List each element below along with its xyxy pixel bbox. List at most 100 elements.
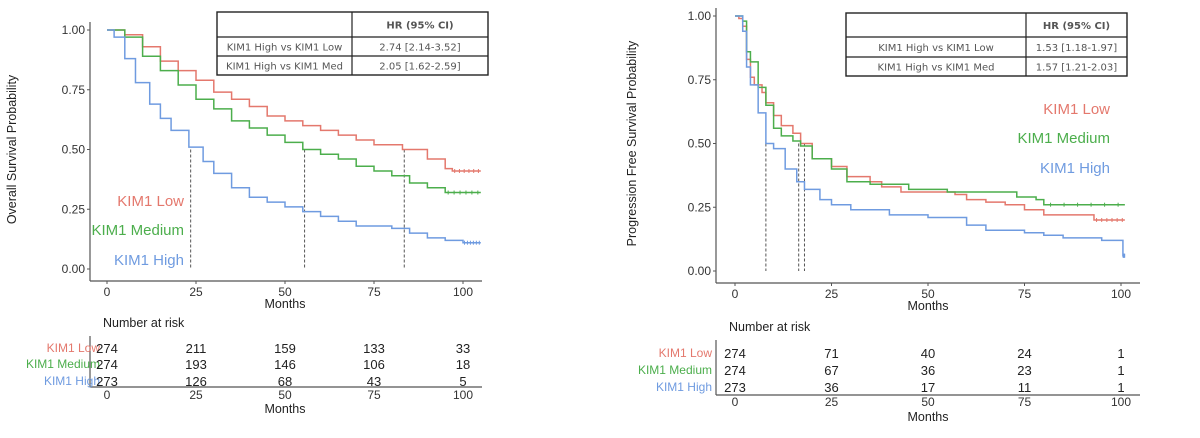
x-tick-label: 50: [278, 285, 292, 299]
risk-count: 1: [1117, 346, 1124, 361]
x-tick-label: 50: [921, 287, 935, 301]
risk-count: 18: [456, 357, 470, 372]
risk-x-tick-label: 75: [1018, 395, 1032, 409]
risk-count: 193: [185, 357, 207, 372]
risk-row-label-high: KIM1 High: [44, 374, 100, 388]
risk-row-label-medium: KIM1 Medium: [26, 357, 100, 371]
x-tick-label: 75: [367, 285, 381, 299]
risk-x-tick-label: 25: [825, 395, 839, 409]
y-tick-label: 1.00: [688, 9, 712, 23]
hr-comparison: KIM1 High vs KIM1 Med: [878, 63, 995, 74]
risk-table-title: Number at risk: [729, 320, 811, 334]
x-tick-label: 100: [453, 285, 473, 299]
risk-count: 1: [1117, 363, 1124, 378]
risk-x-tick-label: 50: [921, 395, 935, 409]
risk-count: 274: [724, 346, 746, 361]
risk-count: 274: [96, 341, 118, 356]
y-tick-label: 0.50: [688, 137, 712, 151]
risk-x-axis-label: Months: [265, 402, 306, 416]
risk-row-label-low: KIM1 Low: [47, 341, 101, 355]
risk-count: 23: [1017, 363, 1031, 378]
risk-count: 11: [1018, 380, 1032, 395]
y-axis-label: Overall Survival Probability: [5, 74, 19, 224]
hr-comparison: KIM1 High vs KIM1 Low: [227, 43, 343, 54]
risk-x-axis-label: Months: [908, 410, 949, 424]
hr-value: 1.53 [1.18-1.97]: [1036, 43, 1117, 54]
y-tick-label: 0.00: [688, 264, 712, 278]
risk-x-tick-label: 0: [732, 395, 739, 409]
risk-count: 68: [278, 374, 292, 389]
y-tick-label: 0.75: [688, 73, 712, 87]
risk-count: 43: [367, 374, 381, 389]
x-tick-label: 100: [1111, 287, 1131, 301]
y-tick-label: 0.75: [62, 83, 86, 97]
y-tick-label: 0.50: [62, 143, 86, 157]
y-tick-label: 0.25: [688, 200, 712, 214]
risk-count: 273: [724, 380, 746, 395]
risk-count: 273: [96, 374, 118, 389]
risk-count: 5: [459, 374, 466, 389]
risk-count: 211: [186, 341, 207, 356]
risk-count: 24: [1017, 346, 1031, 361]
risk-count: 40: [921, 346, 935, 361]
risk-count: 274: [96, 357, 118, 372]
risk-count: 17: [921, 380, 935, 395]
risk-count: 1: [1117, 380, 1124, 395]
risk-x-tick-label: 75: [367, 388, 381, 402]
x-tick-label: 0: [732, 287, 739, 301]
hr-value: 2.74 [2.14-3.52]: [379, 43, 460, 54]
x-axis-label: Months: [908, 299, 949, 313]
legend-label-medium: KIM1 Medium: [1017, 130, 1110, 147]
risk-table-title: Number at risk: [103, 316, 185, 330]
y-tick-label: 0.00: [62, 262, 86, 276]
km-panel-progression-free: 0.00 0.25 0.50 0.75 1.00 0 25 50 75 100 Months Prog…: [625, 8, 1140, 424]
legend-label-low: KIM1 Low: [1043, 101, 1110, 118]
hr-table-header: HR (95% CI): [1043, 21, 1110, 32]
legend-label-high: KIM1 High: [114, 252, 184, 269]
hr-value: 1.57 [1.21-2.03]: [1036, 63, 1117, 74]
risk-count: 274: [724, 363, 746, 378]
hr-table: [845, 12, 1128, 77]
x-tick-label: 25: [189, 285, 203, 299]
hr-table-header: HR (95% CI): [386, 21, 453, 32]
y-tick-label: 1.00: [62, 23, 86, 37]
x-axis-label: Months: [265, 297, 306, 311]
risk-count: 146: [274, 357, 296, 372]
risk-count: 36: [921, 363, 935, 378]
risk-x-tick-label: 25: [189, 388, 203, 402]
risk-row-label-medium: KIM1 Medium: [638, 363, 712, 377]
risk-count: 71: [824, 346, 838, 361]
risk-table: Number at risk KIM1 Low 274 71 40 24 1 KIM1 Med…: [638, 320, 1140, 424]
x-tick-label: 25: [825, 287, 839, 301]
x-tick-label: 75: [1018, 287, 1032, 301]
risk-count: 36: [824, 380, 838, 395]
survival-curve-medium: [107, 29, 481, 194]
survival-curve-high: [107, 29, 481, 244]
hr-value: 2.05 [1.62-2.59]: [379, 62, 460, 73]
x-tick-label: 0: [104, 285, 111, 299]
risk-row-label-high: KIM1 High: [656, 380, 712, 394]
y-tick-label: 0.25: [62, 202, 86, 216]
risk-count: 106: [363, 357, 385, 372]
survival-curve-medium: [735, 15, 1125, 206]
risk-x-tick-label: 0: [104, 388, 111, 402]
legend-label-low: KIM1 Low: [117, 193, 184, 210]
km-panel-overall-survival: 0.000.250.500.751.000 25 50 75 100MonthsOver…: [5, 11, 489, 416]
risk-x-tick-label: 50: [278, 388, 292, 402]
legend-label-high: KIM1 High: [1040, 160, 1110, 177]
hr-comparison: KIM1 High vs KIM1 Med: [226, 62, 343, 73]
risk-x-tick-label: 100: [453, 388, 473, 402]
risk-row-label-low: KIM1 Low: [659, 346, 713, 360]
hr-comparison: KIM1 High vs KIM1 Low: [878, 43, 994, 54]
risk-count: 67: [824, 363, 838, 378]
y-axis-label: Progression Free Survival Probability: [625, 40, 639, 246]
risk-count: 159: [274, 341, 296, 356]
risk-count: 126: [185, 374, 207, 389]
risk-x-tick-label: 100: [1111, 395, 1131, 409]
risk-count: 133: [363, 341, 385, 356]
legend-label-medium: KIM1 Medium: [91, 222, 184, 239]
risk-count: 33: [456, 341, 470, 356]
survival-curve-high: [735, 15, 1125, 257]
